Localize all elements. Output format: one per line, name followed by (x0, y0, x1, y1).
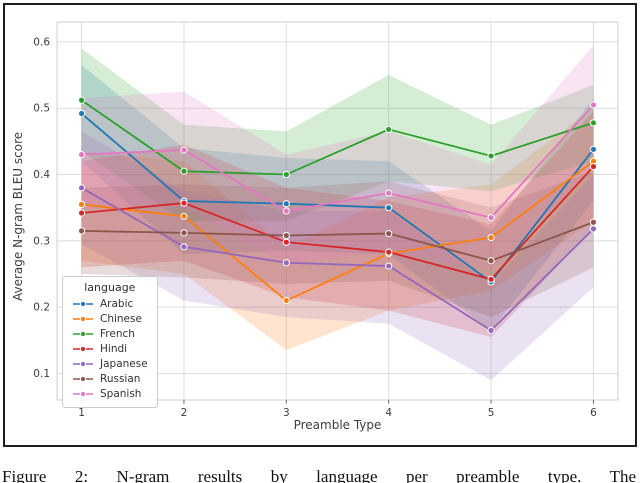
legend-swatch-icon (73, 315, 93, 322)
data-point-russian (589, 218, 598, 226)
legend-swatch-icon (73, 300, 93, 307)
data-point-japanese (77, 184, 86, 192)
confidence-band-french (81, 48, 594, 221)
legend-swatch-icon (73, 390, 93, 397)
data-point-hindi (589, 162, 598, 171)
chart-legend: language Arabic Chinese French Hindi Jap… (62, 276, 158, 408)
x-axis-label: Preamble Type (293, 418, 382, 432)
data-point-french (77, 96, 86, 104)
data-point-chinese (487, 233, 495, 242)
data-point-hindi (385, 248, 393, 256)
data-point-russian (487, 257, 495, 265)
x-tick-label: 5 (488, 407, 495, 419)
data-point-hindi (487, 275, 495, 283)
legend-item-japanese: Japanese (72, 356, 148, 371)
x-tick-label: 6 (590, 407, 597, 419)
y-tick-label: 0.4 (33, 169, 50, 181)
line-chart: 0.1 0.2 0.3 0.4 0.5 0.6 1 2 3 4 5 6 (33, 21, 619, 419)
data-point-russian (180, 229, 188, 237)
legend-title: language (84, 281, 136, 294)
data-point-arabic (385, 204, 393, 212)
data-point-spanish (180, 146, 188, 154)
data-point-arabic (589, 145, 598, 153)
data-point-french (180, 167, 188, 175)
data-point-russian (385, 229, 393, 238)
legend-swatch-icon (73, 375, 93, 382)
legend-swatch-icon (73, 345, 93, 352)
data-point-spanish (487, 214, 495, 222)
data-point-hindi (180, 199, 188, 207)
legend-item-french: French (72, 326, 148, 341)
legend-item-label: Spanish (100, 387, 142, 400)
data-point-spanish (77, 151, 86, 159)
series-line-french (81, 99, 594, 176)
data-point-chinese (282, 296, 290, 305)
confidence-band-japanese (81, 131, 594, 381)
data-point-spanish (282, 207, 290, 215)
figure-frame: 0.1 0.2 0.3 0.4 0.5 0.6 1 2 3 4 5 6 Average N-gram … (3, 3, 637, 447)
series-line-russian (81, 221, 594, 262)
legend-item-hindi: Hindi (72, 341, 148, 356)
data-point-spanish (385, 189, 393, 197)
data-point-japanese (180, 243, 188, 251)
data-point-chinese (77, 200, 86, 208)
legend-item-label: French (100, 327, 135, 340)
data-point-french (282, 170, 290, 179)
data-point-russian (282, 231, 290, 240)
figure-caption: Figure 2: N-gram results by language per… (2, 467, 636, 483)
legend-item-russian: Russian (72, 371, 148, 386)
plot-border (56, 21, 619, 401)
legend-item-label: Russian (100, 372, 141, 385)
y-axis-label: Average N-gram BLEU score (11, 131, 25, 301)
legend-swatch-icon (73, 360, 93, 367)
y-tick-label: 0.5 (33, 103, 50, 115)
legend-item-spanish: Spanish (72, 386, 148, 401)
legend-item-arabic: Arabic (72, 296, 148, 311)
legend-item-label: Hindi (100, 342, 128, 355)
data-point-russian (77, 227, 86, 235)
confidence-band-spanish (81, 45, 594, 271)
legend-swatch-icon (73, 330, 93, 337)
legend-item-chinese: Chinese (72, 311, 148, 326)
y-tick-label: 0.6 (33, 36, 50, 48)
series-line-hindi (81, 165, 595, 281)
x-tick-label: 1 (78, 407, 85, 419)
data-point-japanese (385, 262, 393, 270)
data-point-japanese (487, 326, 495, 334)
x-tick-label: 2 (181, 407, 188, 419)
legend-item-label: Japanese (100, 357, 148, 370)
data-point-japanese (589, 225, 598, 233)
series-line-spanish (81, 104, 595, 219)
x-tick-label: 3 (283, 407, 290, 419)
confidence-band-hindi (81, 111, 594, 338)
legend-item-label: Chinese (100, 312, 142, 325)
data-point-hindi (282, 238, 290, 246)
data-point-arabic (282, 200, 290, 208)
y-tick-label: 0.2 (33, 302, 50, 314)
y-tick-label: 0.3 (33, 235, 50, 247)
series-line-chinese (81, 160, 594, 302)
x-tick-label: 4 (385, 407, 392, 419)
data-point-french (487, 152, 495, 160)
legend-item-label: Arabic (100, 297, 134, 310)
data-point-french (385, 125, 393, 134)
data-point-french (589, 119, 598, 127)
data-point-chinese (180, 212, 188, 220)
data-point-arabic (77, 109, 86, 118)
data-point-spanish (589, 101, 598, 109)
series-line-japanese (81, 187, 595, 332)
confidence-band-chinese (81, 108, 594, 351)
data-point-hindi (77, 209, 86, 217)
y-tick-label: 0.1 (33, 368, 50, 380)
confidence-band-russian (81, 171, 594, 318)
data-point-japanese (282, 259, 290, 267)
